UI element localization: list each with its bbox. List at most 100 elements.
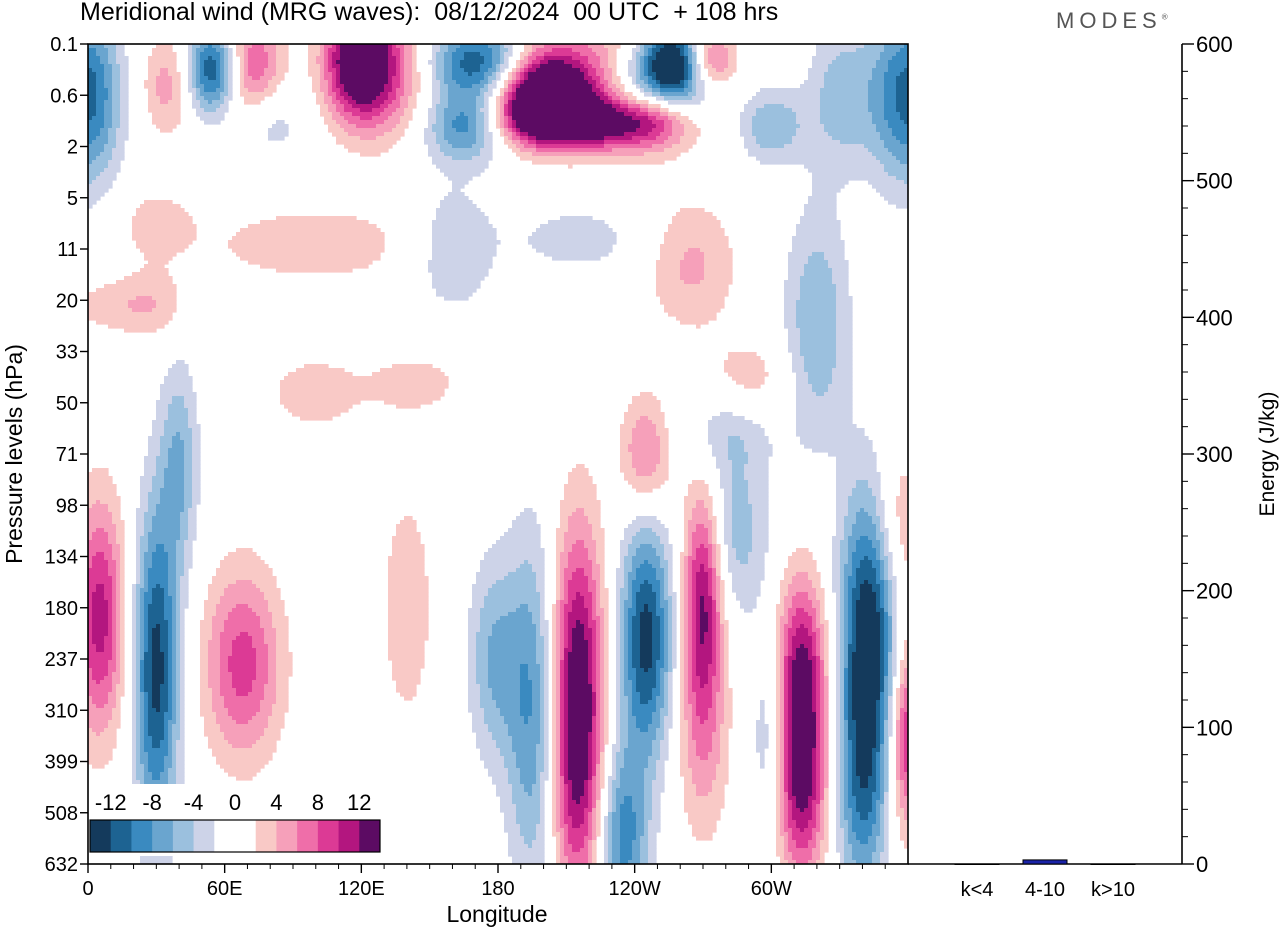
contour-cell (112, 100, 121, 105)
contour-cell (168, 648, 173, 653)
contour-cell (176, 676, 181, 681)
contour-cell (140, 204, 181, 209)
contour-cell (852, 676, 881, 681)
contour-cell (640, 612, 653, 617)
contour-cell (632, 436, 661, 441)
contour-cell (192, 72, 197, 77)
contour-cell (840, 660, 845, 665)
contour-cell (620, 620, 625, 625)
contour-cell (836, 664, 841, 669)
contour-cell (552, 48, 573, 53)
contour-cell (836, 496, 849, 501)
contour-cell (656, 576, 665, 581)
contour-cell (660, 448, 669, 453)
contour-cell (656, 604, 661, 609)
contour-cell (708, 624, 713, 629)
contour-cell (620, 564, 625, 569)
contour-cell (564, 676, 569, 681)
contour-cell (436, 108, 445, 113)
contour-cell (636, 684, 657, 689)
contour-cell (184, 484, 193, 489)
contour-cell (652, 528, 669, 533)
contour-cell (200, 56, 209, 61)
contour-cell (340, 44, 389, 49)
contour-cell (112, 104, 121, 109)
contour-cell (640, 664, 653, 669)
contour-cell (104, 552, 113, 557)
contour-cell (696, 660, 713, 665)
contour-cell (268, 668, 277, 673)
contour-cell (144, 672, 153, 677)
contour-cell (856, 628, 881, 633)
contour-cell (656, 664, 665, 669)
contour-cell (892, 152, 908, 157)
contour-cell (784, 640, 789, 645)
contour-cell (732, 584, 761, 589)
contour-cell (880, 688, 885, 693)
contour-cell (144, 644, 149, 649)
contour-cell (628, 584, 633, 589)
contour-cell (252, 644, 269, 649)
contour-cell (208, 644, 221, 649)
contour-cell (148, 692, 153, 697)
contour-cell (848, 624, 853, 629)
contour-cell (152, 696, 161, 701)
contour-cell (820, 604, 825, 609)
contour-cell (516, 568, 533, 573)
contour-cell (252, 640, 265, 645)
contour-cell (616, 672, 621, 677)
contour-cell (776, 692, 781, 697)
contour-cell (820, 668, 825, 673)
contour-cell (560, 608, 565, 613)
contour-cell (216, 60, 221, 65)
contour-cell (560, 672, 565, 677)
contour-cell (172, 684, 177, 689)
contour-cell (212, 56, 221, 61)
contour-cell (724, 680, 729, 685)
contour-cell (840, 640, 845, 645)
contour-cell (556, 576, 561, 581)
contour-cell (604, 628, 609, 633)
contour-cell (524, 508, 533, 513)
contour-cell (404, 88, 413, 93)
contour-cell (144, 456, 157, 461)
contour-cell (844, 532, 853, 537)
contour-cell (488, 660, 537, 665)
contour-cell (816, 660, 821, 665)
contour-cell (444, 76, 453, 81)
contour-cell (200, 656, 209, 661)
contour-cell (488, 664, 521, 669)
contour-cell (840, 628, 845, 633)
contour-cell (120, 84, 129, 89)
contour-cell (904, 556, 908, 561)
contour-cell (840, 600, 845, 605)
contour-cell (192, 92, 197, 97)
contour-cell (360, 152, 381, 157)
contour-cell (476, 104, 485, 109)
contour-cell (632, 48, 641, 53)
contour-cell (156, 304, 177, 309)
contour-cell (700, 632, 705, 637)
contour-cell (628, 104, 641, 109)
contour-cell (792, 352, 801, 357)
contour-cell (500, 56, 505, 61)
contour-cell (696, 528, 709, 533)
contour-cell (808, 380, 833, 385)
contour-cell (668, 632, 673, 637)
contour-cell (664, 128, 673, 133)
contour-cell (624, 568, 633, 573)
contour-cell (660, 108, 669, 113)
contour-cell (688, 644, 693, 649)
contour-cell (884, 620, 889, 625)
contour-cell (112, 124, 121, 129)
contour-cell (556, 668, 561, 673)
contour-cell (636, 472, 653, 477)
contour-cell (616, 612, 621, 617)
contour-cell (476, 576, 505, 581)
contour-cell (220, 76, 225, 81)
contour-cell (88, 476, 113, 481)
contour-cell (600, 652, 605, 657)
contour-cell (272, 620, 289, 625)
contour-cell (88, 704, 97, 709)
contour-cell (160, 688, 169, 693)
